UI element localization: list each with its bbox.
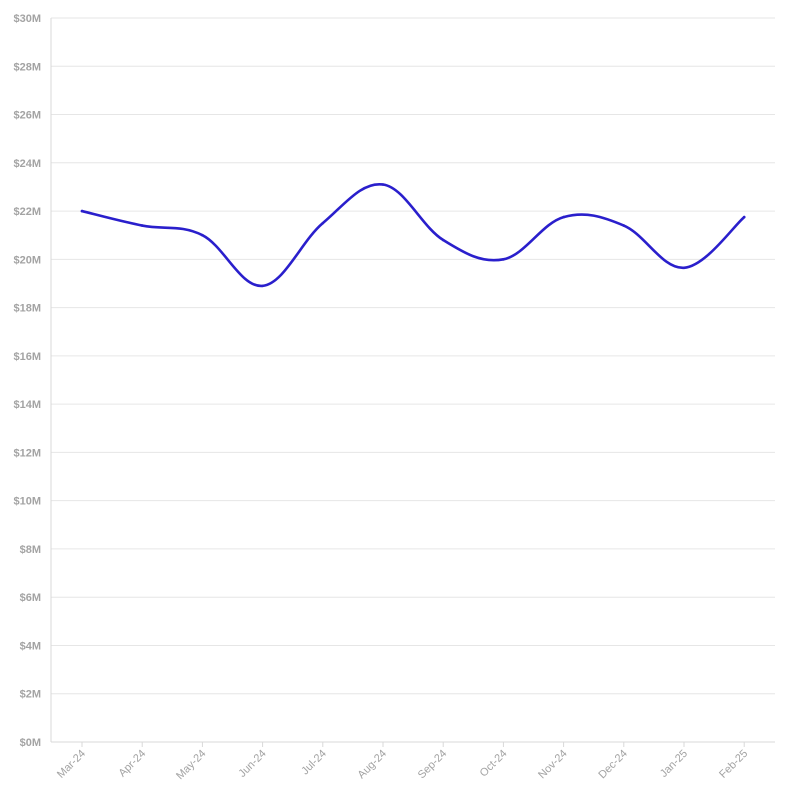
y-tick-label: $16M	[13, 351, 41, 363]
y-tick-label: $8M	[20, 544, 41, 556]
data-point	[140, 224, 144, 227]
y-tick-label: $26M	[13, 110, 41, 122]
x-tick-label: Jul-24	[299, 748, 329, 778]
axes	[50, 18, 775, 743]
data-point	[742, 215, 746, 219]
data-point	[682, 266, 686, 270]
x-tick-label: Mar-24	[55, 748, 88, 781]
y-axis-ticks: $0M $2M $4M $6M $8M $10M $12M $14M $16M $18M $20M $…	[13, 13, 41, 749]
data-point	[80, 209, 84, 213]
y-tick-label: $24M	[13, 158, 41, 170]
y-tick-label: $12M	[13, 447, 41, 459]
x-tick-label: Sep-24	[416, 748, 450, 782]
y-tick-label: $30M	[13, 13, 41, 25]
x-tick-label: Jun-24	[236, 748, 268, 780]
y-tick-label: $0M	[20, 737, 41, 749]
y-tick-label: $6M	[20, 592, 41, 604]
x-tick-label: May-24	[174, 748, 208, 782]
y-tick-label: $28M	[13, 61, 41, 73]
y-tick-label: $10M	[13, 496, 41, 508]
x-tick-label: Feb-25	[717, 748, 750, 781]
data-point	[502, 258, 505, 261]
y-tick-label: $22M	[13, 206, 41, 218]
y-tick-label: $4M	[20, 640, 41, 652]
data-point	[321, 221, 325, 225]
data-point	[441, 238, 445, 242]
series-layer	[80, 183, 746, 288]
data-point	[381, 183, 385, 186]
series-line	[80, 183, 746, 288]
x-tick-label: Nov-24	[536, 748, 570, 782]
y-tick-label: $18M	[13, 303, 41, 315]
y-tick-label: $14M	[13, 399, 41, 411]
x-axis-ticks: Mar-24 Apr-24 May-24 Jun-24 Jul-24 Aug-24 Sep-…	[55, 742, 750, 782]
x-tick-label: Jan-25	[658, 748, 690, 780]
y-tick-label: $2M	[20, 689, 41, 701]
x-tick-label: Aug-24	[356, 748, 390, 782]
data-point	[201, 233, 204, 237]
data-point	[622, 224, 626, 227]
data-point	[261, 284, 264, 288]
x-tick-label: Dec-24	[596, 748, 630, 782]
data-point	[562, 215, 565, 219]
y-tick-label: $20M	[13, 254, 41, 266]
x-tick-label: Apr-24	[116, 748, 148, 780]
gridlines	[51, 17, 775, 695]
x-tick-label: Oct-24	[478, 748, 510, 780]
